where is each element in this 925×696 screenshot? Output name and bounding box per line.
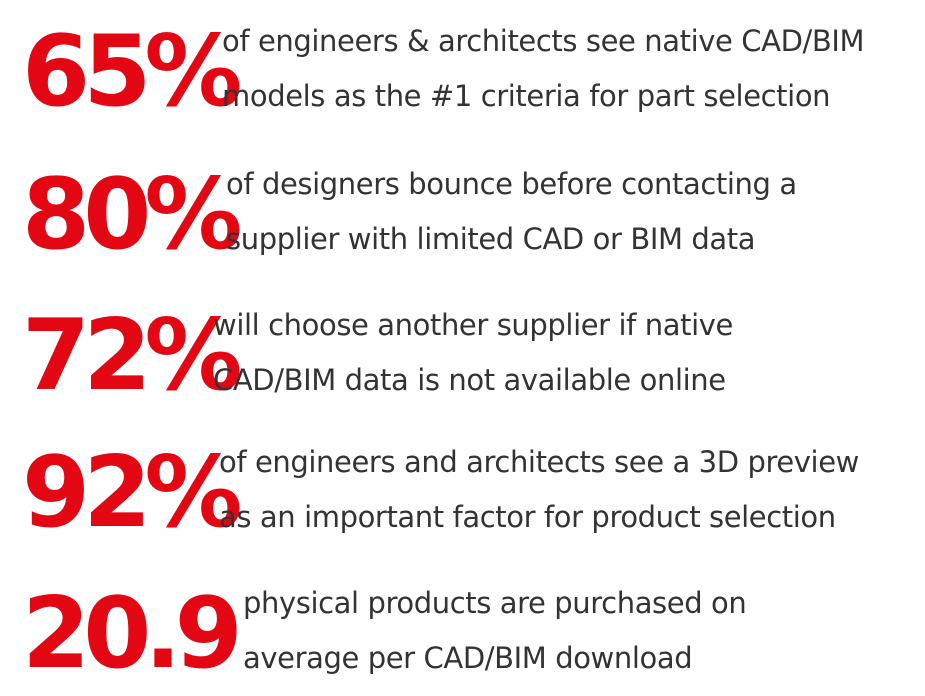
stat-block: 72% will choose another supplier if nati… (0, 298, 925, 418)
stat-description: of engineers & architects see native CAD… (222, 14, 865, 124)
stat-block: 65% of engineers & architects see native… (0, 14, 925, 134)
stat-number: 80% (22, 158, 243, 272)
stat-description: of engineers and architects see a 3D pre… (219, 435, 859, 545)
stat-description-line: of engineers & architects see native CAD… (222, 24, 865, 58)
stat-description: physical products are purchased on avera… (243, 576, 747, 686)
stat-number: 72% (22, 299, 243, 413)
stat-description-line: physical products are purchased on (243, 586, 747, 620)
stat-block: 80% of designers bounce before contactin… (0, 157, 925, 277)
stat-description-line: supplier with limited CAD or BIM data (226, 222, 756, 256)
stat-number: 20.9 (22, 577, 243, 691)
stat-description-line: will choose another supplier if native (213, 308, 733, 342)
stat-block: 92% of engineers and architects see a 3D… (0, 435, 925, 555)
stat-description-line: of engineers and architects see a 3D pre… (219, 445, 859, 479)
stat-description-line: models as the #1 criteria for part selec… (222, 79, 831, 113)
stat-block: 20.9 physical products are purchased on … (0, 576, 925, 696)
stat-description: of designers bounce before contacting a … (226, 157, 797, 267)
stat-description-line: as an important factor for product selec… (219, 500, 836, 534)
stat-number: 65% (22, 15, 243, 129)
stat-description: will choose another supplier if native C… (213, 298, 733, 408)
stat-description-line: CAD/BIM data is not available online (213, 363, 726, 397)
stat-description-line: of designers bounce before contacting a (226, 167, 797, 201)
stat-number: 92% (22, 436, 243, 550)
stat-description-line: average per CAD/BIM download (243, 641, 693, 675)
